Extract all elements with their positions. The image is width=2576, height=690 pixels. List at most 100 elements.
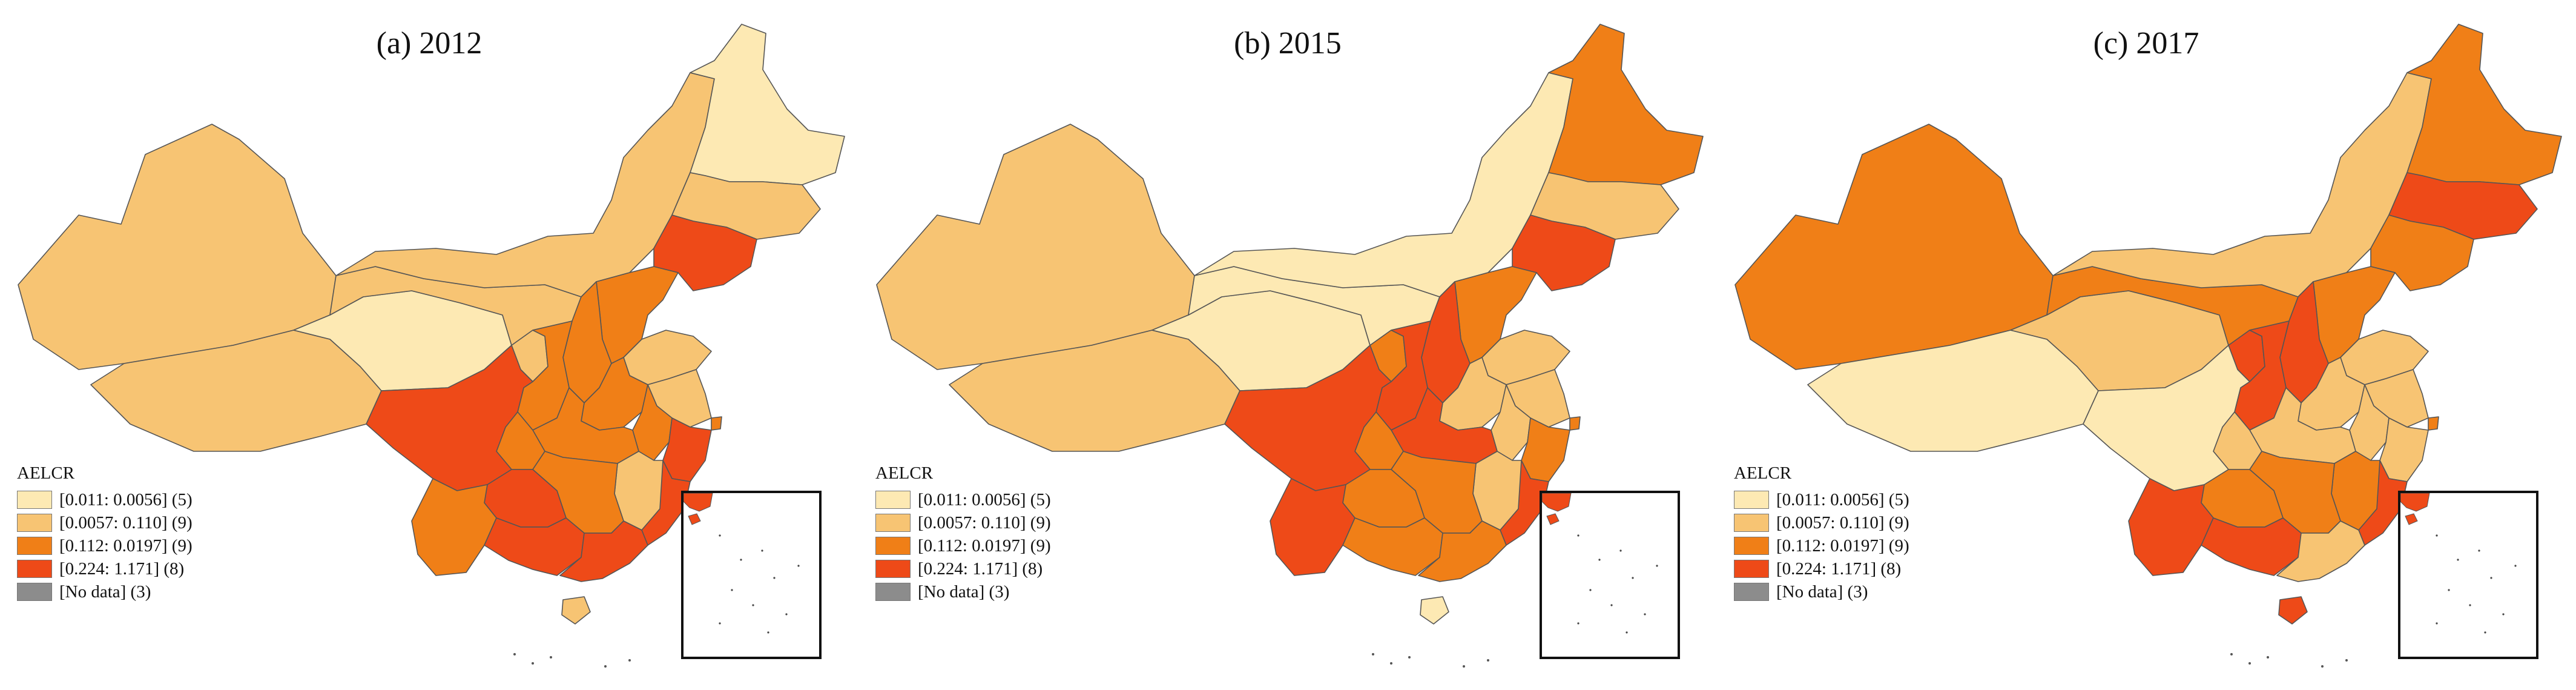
legend-item: [0.112: 0.0197] (9) [17,534,193,557]
legend: AELCR [0.011: 0.0056] (5) [0.0057: 0.110… [875,463,1051,603]
island-dot [2345,659,2348,662]
inset-island [2514,565,2517,567]
legend-label: [0.112: 0.0197] (9) [59,536,193,556]
region-guangxi [484,517,585,576]
region-guangdong [1418,520,1507,582]
legend-label: [0.224: 1.171] (8) [918,559,1043,579]
legend-swatch [17,560,52,578]
map-panel-2015: (b) 2015 AELCR [0.011: 0.0056] (5) [0.00… [858,0,1717,690]
inset-island [1632,577,1634,579]
region-heilongjiang [1548,24,1704,185]
inset-island [2436,534,2438,537]
legend-item: [No data] (3) [17,580,193,603]
inset-island [797,565,800,567]
legend-swatch [875,583,911,601]
legend-item: [0.224: 1.171] (8) [875,557,1051,580]
island-dot [1408,656,1411,658]
inset-island [719,622,721,625]
legend-swatch [1734,514,1769,532]
inset-island [773,577,776,579]
south-china-sea-inset [1540,491,1680,659]
island-dot [628,659,631,662]
inset-island [2490,577,2492,579]
legend-label: [No data] (3) [1776,582,1868,602]
legend: AELCR [0.011: 0.0056] (5) [0.0057: 0.110… [17,463,193,603]
region-guangxi [1342,517,1443,576]
inset-coast [688,513,701,525]
legend-label: [0.011: 0.0056] (5) [59,489,193,509]
region-liaoning [1512,214,1616,291]
panel-title: (a) 2012 [376,26,483,61]
inset-island [1619,549,1622,552]
inset-island [719,534,721,537]
inset-island [2478,549,2480,552]
legend-item: [0.0057: 0.110] (9) [17,511,193,534]
region-fujian [641,460,691,546]
inset-island [767,631,769,634]
inset-island [1626,631,1628,634]
inset-island [740,559,742,561]
legend-label: [No data] (3) [918,582,1010,602]
inset-coast [2405,513,2418,525]
inset-island [731,589,733,591]
region-shanghai [2428,416,2439,431]
inset-island [752,604,754,606]
legend-item: [No data] (3) [875,580,1051,603]
legend-title: AELCR [1734,463,1792,483]
region-yunnan [2128,478,2214,576]
legend-title: AELCR [17,463,75,483]
legend-label: [No data] (3) [59,582,151,602]
region-fujian [2358,460,2408,546]
legend-item: [0.112: 0.0197] (9) [875,534,1051,557]
inset-island [785,613,788,615]
island-dot [2321,665,2324,668]
island-dot [1463,665,1465,668]
region-yunnan [1270,478,1356,576]
region-shanghai [1569,416,1581,431]
region-guangxi [2201,517,2302,576]
inset-coast [2400,493,2430,512]
legend-swatch [17,583,52,601]
legend-label: [0.112: 0.0197] (9) [918,536,1051,556]
inset-island [1656,565,1658,567]
legend-item: [0.011: 0.0056] (5) [875,488,1051,511]
inset-island [1610,604,1613,606]
legend-item: [0.011: 0.0056] (5) [17,488,193,511]
inset-island [2448,589,2450,591]
region-liaoning [653,214,757,291]
legend-swatch [875,514,911,532]
legend-item: [0.112: 0.0197] (9) [1734,534,1909,557]
legend-swatch [17,491,52,509]
island-dot [2267,656,2269,658]
island-dot [1390,662,1392,665]
region-fujian [1500,460,1549,546]
china-choropleth-map [876,24,1704,668]
region-heilongjiang [2406,24,2562,185]
legend-item: [0.224: 1.171] (8) [17,557,193,580]
region-hainan [1420,596,1449,625]
legend-label: [0.112: 0.0197] (9) [1776,536,1909,556]
legend-item: [No data] (3) [1734,580,1909,603]
legend-title: AELCR [875,463,934,483]
region-liaoning [2370,214,2474,291]
island-dot [604,665,607,668]
region-sichuan [1224,345,1392,491]
legend-item: [0.224: 1.171] (8) [1734,557,1909,580]
legend-label: [0.011: 0.0056] (5) [1776,489,1909,509]
legend-label: [0.0057: 0.110] (9) [1776,513,1909,532]
region-guangdong [559,520,648,582]
china-choropleth-map [18,24,845,668]
island-dot [532,662,534,665]
island-dot [2248,662,2251,665]
inset-coast [1542,493,1572,512]
inset-map [684,493,800,634]
region-sichuan [366,345,533,491]
legend-swatch [17,514,52,532]
island-dot [1487,659,1489,662]
south-china-sea-inset [2398,491,2538,659]
inset-coast [684,493,713,512]
legend-swatch [1734,537,1769,555]
legend-label: [0.0057: 0.110] (9) [59,513,193,532]
inset-island [1589,589,1592,591]
inset-island [1577,534,1580,537]
